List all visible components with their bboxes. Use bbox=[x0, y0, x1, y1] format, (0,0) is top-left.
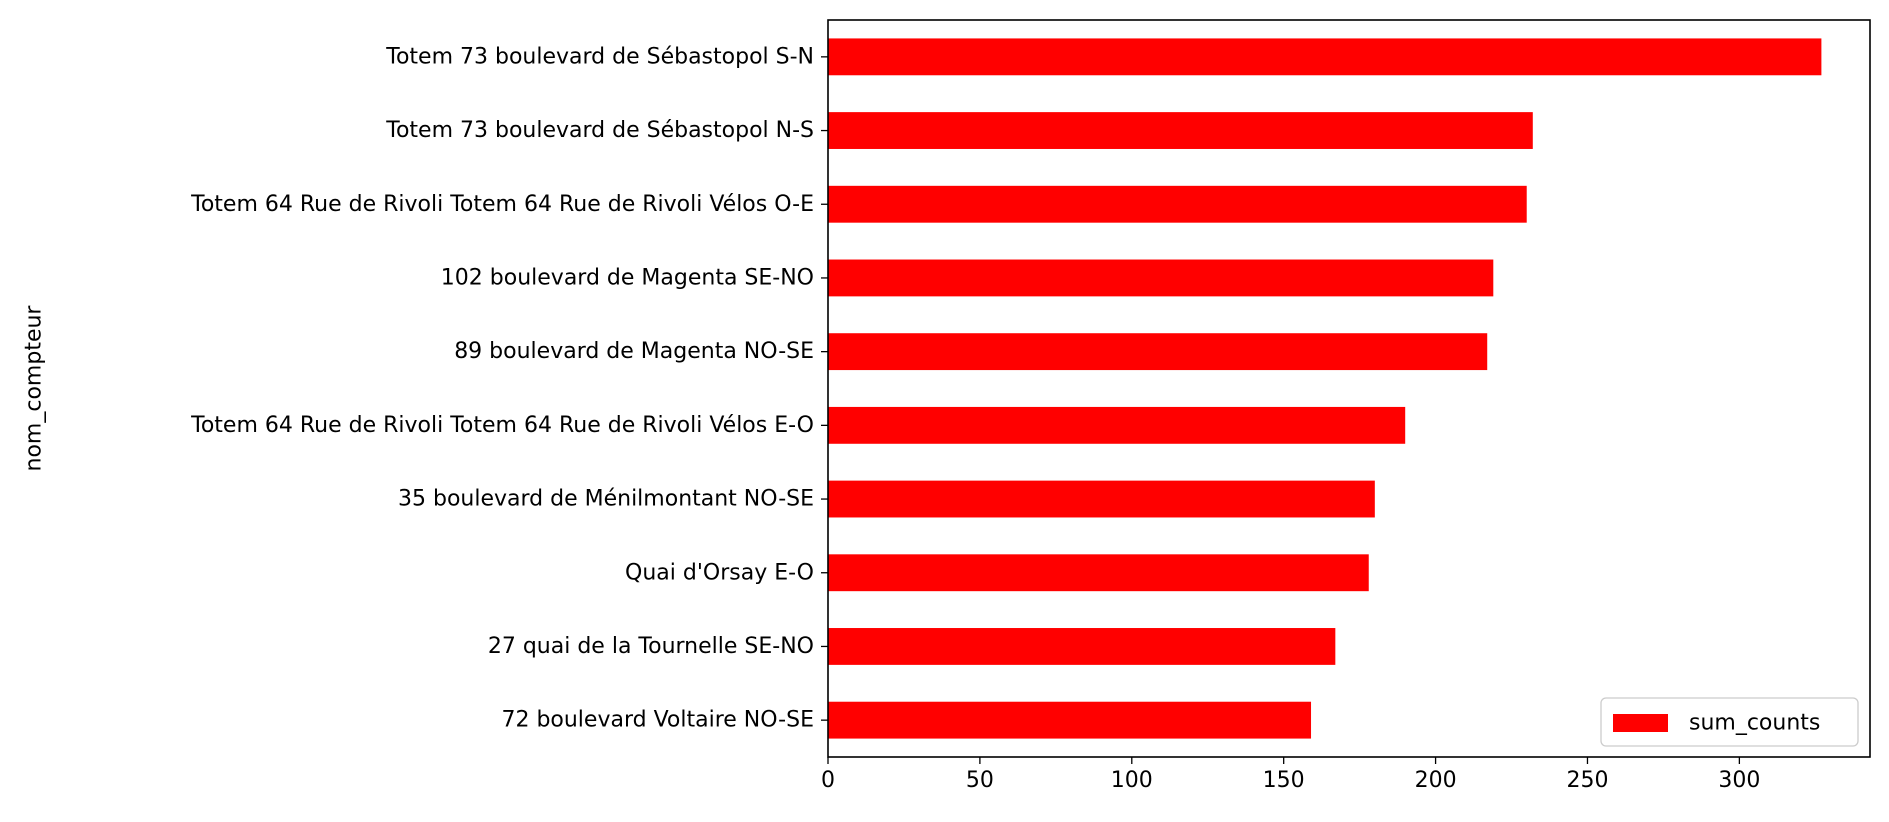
x-tick-label: 300 bbox=[1718, 768, 1760, 793]
bar bbox=[828, 112, 1533, 149]
bar bbox=[828, 554, 1369, 592]
x-tick-label: 200 bbox=[1415, 768, 1457, 793]
bar bbox=[828, 38, 1822, 76]
legend-label: sum_counts bbox=[1689, 711, 1820, 736]
y-tick-label: 35 boulevard de Ménilmontant NO-SE bbox=[398, 487, 814, 512]
legend-box bbox=[1600, 697, 1859, 747]
bar bbox=[828, 628, 1336, 665]
bar bbox=[828, 701, 1312, 739]
x-axis: 0 50 100 150 200 250 300 bbox=[821, 757, 1760, 793]
bar bbox=[828, 333, 1488, 371]
bars-group bbox=[828, 38, 1822, 739]
y-tick-label: 72 boulevard Voltaire NO-SE bbox=[501, 708, 814, 733]
y-tick-label: 89 boulevard de Magenta NO-SE bbox=[454, 339, 814, 364]
bar bbox=[828, 406, 1406, 444]
x-tick-label: 150 bbox=[1263, 768, 1305, 793]
x-tick-label: 50 bbox=[966, 768, 994, 793]
legend-swatch bbox=[1613, 714, 1668, 732]
y-tick-label: Totem 64 Rue de Rivoli Totem 64 Rue de R… bbox=[190, 413, 814, 438]
x-tick-label: 0 bbox=[821, 768, 835, 793]
y-tick-label: Totem 73 boulevard de Sébastopol S-N bbox=[385, 44, 814, 69]
y-axis: Totem 73 boulevard de Sébastopol S-N Tote… bbox=[190, 44, 828, 733]
bar bbox=[828, 480, 1375, 518]
y-tick-label: Quai d'Orsay E-O bbox=[625, 560, 814, 585]
x-tick-label: 250 bbox=[1566, 768, 1608, 793]
y-axis-title: nom_compteur bbox=[22, 305, 47, 472]
y-tick-label: 27 quai de la Tournelle SE-NO bbox=[488, 634, 814, 659]
bar bbox=[828, 185, 1527, 223]
plot-frame bbox=[827, 19, 1871, 758]
legend: sum_counts bbox=[1600, 697, 1859, 747]
x-tick-label: 100 bbox=[1111, 768, 1153, 793]
y-tick-label: Totem 73 boulevard de Sébastopol N-S bbox=[385, 118, 814, 143]
y-tick-label: 102 boulevard de Magenta SE-NO bbox=[441, 265, 814, 290]
bar bbox=[828, 259, 1494, 297]
y-tick-label: Totem 64 Rue de Rivoli Totem 64 Rue de R… bbox=[190, 192, 814, 217]
